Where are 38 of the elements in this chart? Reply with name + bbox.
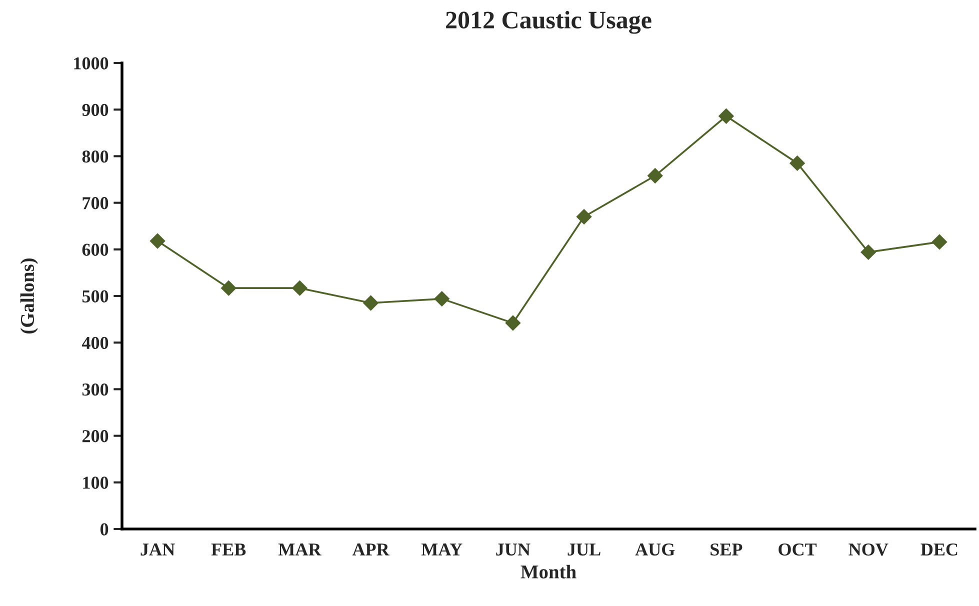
x-tick-label: AUG	[635, 543, 675, 556]
x-tick-label: JUL	[568, 544, 600, 556]
y-tick-label: 900	[82, 104, 108, 116]
point	[718, 108, 734, 124]
y-tick-label: 500	[82, 290, 108, 302]
chart-title: 2012 Caustic Usage	[446, 10, 652, 34]
y-tick-label: 800	[82, 150, 108, 163]
y-tick-label: 1000	[74, 57, 108, 70]
y-tick-label: 700	[82, 197, 108, 210]
x-tick-label: NOV	[848, 543, 888, 556]
point	[434, 291, 450, 306]
x-tick-label: MAY	[421, 544, 462, 556]
point	[860, 244, 876, 260]
point	[576, 209, 592, 224]
x-tick-label: MAR	[278, 544, 322, 556]
x-tick-label: FEB	[211, 544, 246, 556]
y-tick-label: 300	[82, 383, 108, 396]
x-tick-label: JUN	[496, 544, 530, 556]
point	[790, 156, 805, 171]
x-axis-title: Month	[520, 564, 576, 579]
y-tick-label: 400	[82, 336, 108, 350]
x-tick-label: JAN	[140, 544, 175, 556]
y-tick-label: 100	[83, 476, 108, 489]
y-tick-label: 600	[82, 244, 108, 256]
point	[221, 280, 236, 296]
x-tick-label: OCT	[778, 543, 817, 556]
y-tick-label: 0	[100, 523, 108, 536]
x-tick-label: DEC	[920, 543, 958, 556]
point	[150, 233, 166, 249]
y-tick-label: 200	[82, 430, 108, 442]
x-tick-label: SEP	[710, 543, 742, 556]
point	[932, 234, 948, 250]
x-tick-label: APR	[352, 544, 390, 556]
point	[292, 280, 308, 296]
point	[505, 315, 521, 331]
y-axis-title: (Gallons)	[20, 258, 38, 334]
point	[648, 168, 663, 184]
point	[363, 295, 378, 311]
